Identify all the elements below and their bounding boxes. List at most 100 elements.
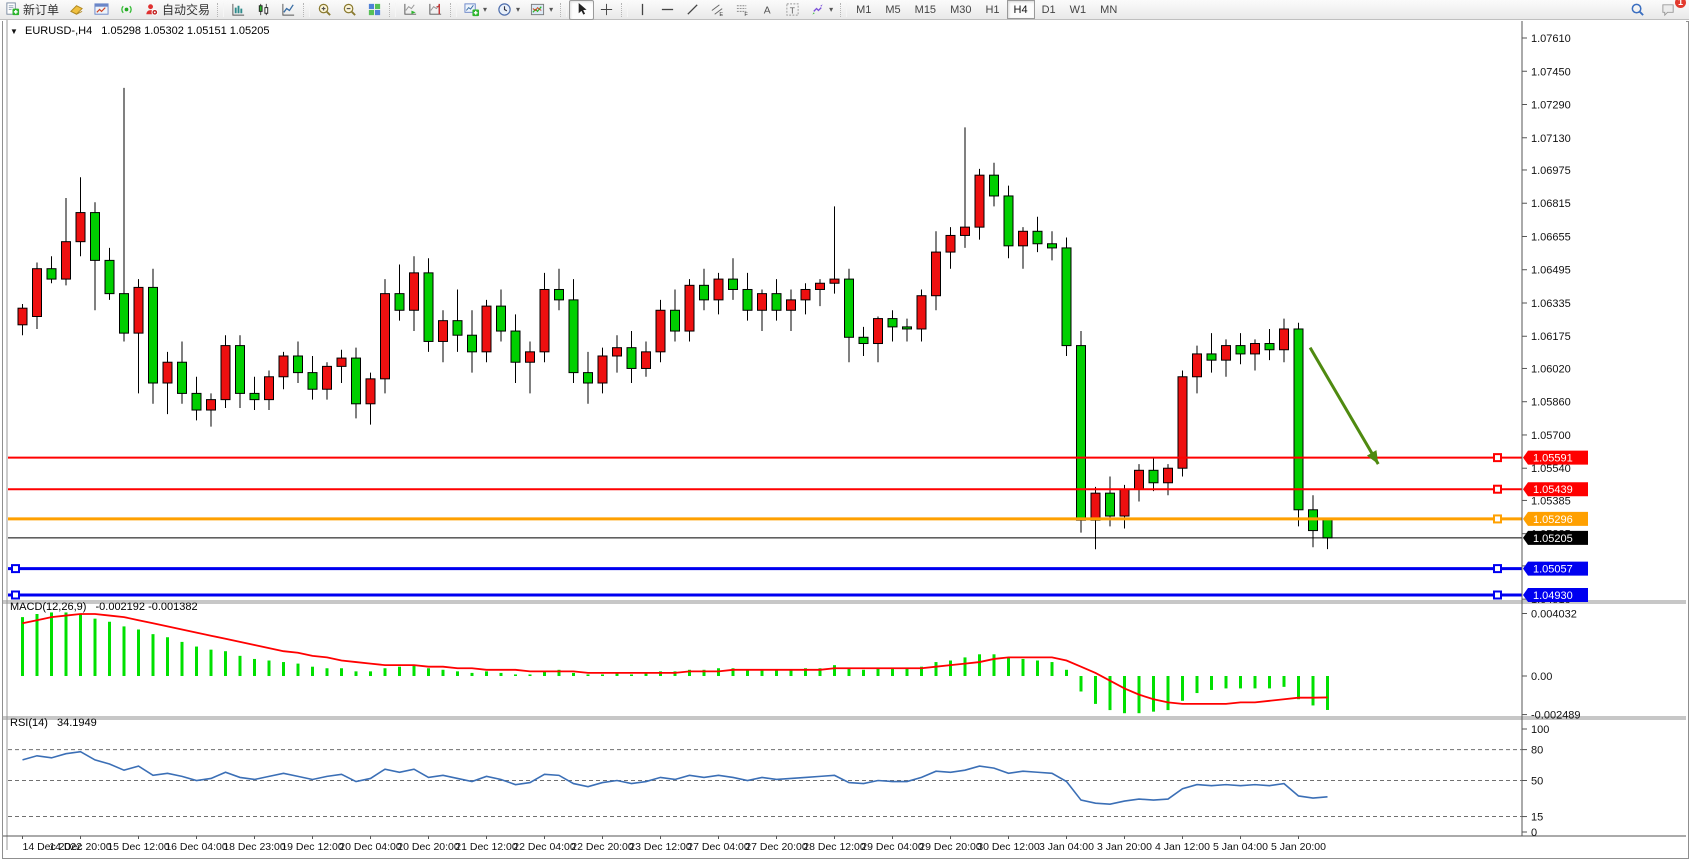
signals-icon (119, 2, 134, 17)
timeframe-m1-button[interactable]: M1 (856, 3, 872, 16)
candle-body (655, 309, 666, 353)
candle-body (307, 372, 318, 390)
timeframe-d1-button[interactable]: D1 (1041, 3, 1056, 16)
timeframe-m15-button[interactable]: M15 (914, 3, 937, 16)
text-icon: A (760, 2, 775, 17)
time-axis-label: 14 Dec 2022 (23, 841, 83, 853)
candle-body (829, 278, 840, 284)
price-chart-canvas[interactable]: 0.004032 0.00 -0.002489 100 80 50 15 0 1.07610 1.… (0, 19, 1689, 859)
arrows-icon (810, 2, 825, 17)
eraser-tool-button[interactable] (64, 0, 89, 20)
price-axis-label: 1.06020 (1531, 363, 1571, 375)
vertical-line-icon (635, 2, 650, 17)
line-handle[interactable] (11, 564, 20, 574)
cursor-button[interactable] (569, 0, 595, 20)
arrows-button[interactable]: ▾ (805, 0, 838, 20)
dropdown-arrow-icon[interactable]: ▾ (549, 5, 554, 14)
dropdown-arrow-icon[interactable]: ▾ (829, 5, 834, 14)
auto-scroll-icon (403, 2, 418, 17)
drawn-arrow-object[interactable] (1308, 346, 1380, 465)
price-tag (1523, 511, 1588, 526)
candle-body (873, 318, 883, 345)
auto-scroll-button[interactable] (398, 0, 423, 20)
line-handle[interactable] (1493, 453, 1502, 463)
timeframe-h1-button[interactable]: H1 (985, 3, 1000, 16)
periods-icon (497, 2, 512, 17)
candle-body (177, 361, 187, 394)
line-handle[interactable] (1493, 484, 1502, 494)
candle-body (1177, 376, 1188, 469)
chart-area-background (3, 20, 1686, 855)
auto-trading-button[interactable]: 自动交易 (139, 0, 215, 20)
svg-text:A: A (764, 5, 771, 16)
timeframe-w1-button[interactable]: W1 (1069, 3, 1087, 16)
text-button[interactable]: A (755, 0, 780, 20)
line-handle[interactable] (11, 590, 20, 600)
candle-body (945, 234, 956, 253)
zoom-in-icon (317, 2, 332, 17)
svg-text:E: E (719, 12, 723, 17)
add-indicator-button[interactable]: ▾ (459, 0, 492, 20)
line-handle[interactable] (1493, 590, 1502, 600)
dropdown-arrow-icon[interactable]: ▾ (516, 5, 521, 14)
new-order-button[interactable]: 新订单 (0, 0, 64, 20)
toolbar: 新订单 自动交易 ▾ ▾ ▾ E F A T ▾ M1 M5 M15 M30 H1 H4 D1 W1 MN 1 (0, 0, 1689, 20)
candle-body (1105, 492, 1115, 517)
zoom-out-button[interactable] (337, 0, 362, 20)
time-axis-label: 29 Dec 20:00 (919, 841, 982, 853)
horizontal-line-button[interactable] (655, 0, 680, 20)
timeframe-mn-button[interactable]: MN (1100, 3, 1118, 16)
toolbar-separator (389, 2, 397, 17)
rsi-indicator-label: RSI(14) 34.1949 (10, 717, 97, 729)
line-chart-icon (281, 2, 296, 17)
search-button[interactable] (1625, 0, 1650, 20)
candlestick-chart-button[interactable] (251, 0, 276, 20)
candle-body (1322, 518, 1333, 539)
vertical-line-button[interactable] (630, 0, 655, 20)
timeframe-m30-button[interactable]: M30 (950, 3, 972, 16)
charts-window-icon (94, 2, 109, 17)
toolbar-separator (840, 2, 848, 17)
candle-body (481, 305, 492, 353)
crosshair-button[interactable] (594, 0, 619, 20)
candle-body (742, 288, 753, 311)
ohlc-readout: 1.05298 1.05302 1.05151 1.05205 (101, 25, 270, 37)
tile-windows-button[interactable] (362, 0, 387, 20)
timeframe-m5-button[interactable]: M5 (885, 3, 901, 16)
price-tag (1523, 450, 1588, 465)
candle-body (46, 268, 57, 280)
time-axis-label: 3 Jan 04:00 (1039, 841, 1094, 853)
templates-button[interactable]: ▾ (525, 0, 558, 20)
rsi-value: 34.1949 (56, 717, 97, 729)
signals-button[interactable] (114, 0, 139, 20)
equidistant-channel-button[interactable]: E (705, 0, 730, 20)
text-label-button[interactable]: T (780, 0, 805, 20)
candle-body (133, 286, 144, 334)
candle-body (467, 334, 477, 353)
candle-body (1061, 247, 1072, 347)
candle-body (293, 355, 303, 374)
candle-body (90, 212, 100, 261)
time-axis-label: 14 Dec 20:00 (49, 841, 112, 853)
chevron-down-icon[interactable]: ▼ (10, 27, 18, 36)
fibonacci-button[interactable]: F (730, 0, 755, 20)
candle-body (989, 174, 999, 197)
trendline-button[interactable] (680, 0, 705, 20)
line-chart-button[interactable] (276, 0, 301, 20)
dropdown-arrow-icon[interactable]: ▾ (483, 5, 488, 14)
bar-chart-button[interactable] (226, 0, 251, 20)
line-handle[interactable] (1493, 564, 1502, 574)
chart-shift-button[interactable] (423, 0, 448, 20)
candle-body (1221, 345, 1231, 361)
rsi-axis-label: 50 (1531, 776, 1543, 788)
zoom-in-button[interactable] (312, 0, 337, 20)
price-tag (1523, 530, 1588, 545)
timeframe-h4-button[interactable]: H4 (1006, 0, 1035, 19)
line-handle[interactable] (1493, 514, 1502, 524)
periods-button[interactable]: ▾ (492, 0, 525, 20)
rsi-line (22, 750, 1328, 805)
time-axis-label: 4 Jan 12:00 (1155, 841, 1210, 853)
notifications-button[interactable]: 1 (1656, 0, 1686, 20)
time-axis-label: 30 Dec 12:00 (977, 841, 1040, 853)
charts-window-button[interactable] (89, 0, 114, 20)
